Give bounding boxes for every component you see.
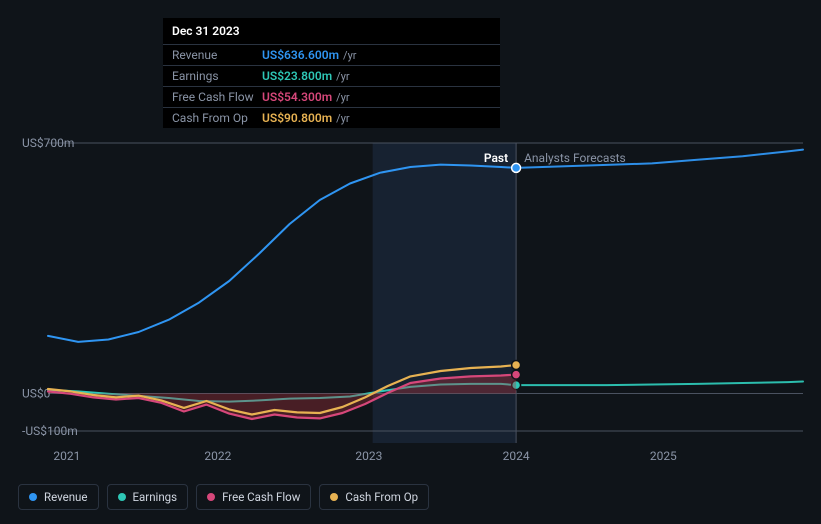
past-label: Past: [484, 151, 508, 165]
legend-label: Cash From Op: [345, 490, 418, 504]
x-axis-label: 2022: [204, 449, 231, 463]
forecast-label: Analysts Forecasts: [524, 151, 626, 165]
tooltip-row-unit: /yr: [336, 112, 349, 125]
x-axis-label: 2023: [355, 449, 382, 463]
legend-label: Earnings: [133, 490, 178, 504]
legend-item[interactable]: Free Cash Flow: [196, 484, 311, 510]
tooltip: Dec 31 2023 RevenueUS$636.600m/yrEarning…: [163, 18, 500, 128]
tooltip-row-unit: /yr: [336, 91, 349, 104]
tooltip-row-label: Free Cash Flow: [172, 90, 262, 104]
y-axis-label: US$0: [22, 387, 51, 401]
tooltip-row-label: Revenue: [172, 48, 262, 62]
legend-dot: [330, 493, 338, 501]
tooltip-row-value: US$23.800m: [262, 69, 332, 83]
tooltip-row-unit: /yr: [343, 49, 356, 62]
tooltip-title: Dec 31 2023: [163, 18, 500, 44]
legend-item[interactable]: Earnings: [107, 484, 189, 510]
tooltip-row-unit: /yr: [336, 70, 349, 83]
tooltip-row: Free Cash FlowUS$54.300m/yr: [163, 86, 500, 107]
y-axis-label: US$700m: [22, 136, 74, 150]
x-axis-label: 2021: [53, 449, 80, 463]
x-axis-label: 2025: [650, 449, 677, 463]
legend-dot: [118, 493, 126, 501]
tooltip-row: Cash From OpUS$90.800m/yr: [163, 107, 500, 128]
legend-dot: [29, 493, 37, 501]
tooltip-row-value: US$636.600m: [262, 48, 339, 62]
tooltip-row-label: Earnings: [172, 69, 262, 83]
y-axis-label: -US$100m: [22, 424, 78, 438]
legend-item[interactable]: Cash From Op: [319, 484, 429, 510]
legend: Revenue Earnings Free Cash Flow Cash From O…: [18, 484, 429, 510]
tooltip-row: EarningsUS$23.800m/yr: [163, 65, 500, 86]
x-axis-label: 2024: [503, 449, 530, 463]
legend-label: Free Cash Flow: [222, 490, 300, 504]
legend-label: Revenue: [44, 490, 88, 504]
tooltip-row: RevenueUS$636.600m/yr: [163, 44, 500, 65]
tooltip-row-value: US$54.300m: [262, 90, 332, 104]
tooltip-row-label: Cash From Op: [172, 111, 262, 125]
legend-item[interactable]: Revenue: [18, 484, 99, 510]
tooltip-row-value: US$90.800m: [262, 111, 332, 125]
legend-dot: [207, 493, 215, 501]
